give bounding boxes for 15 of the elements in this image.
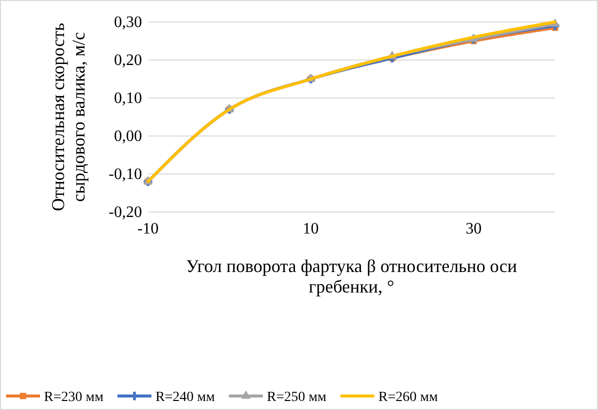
- x-axis-title: Угол поворота фартука β относительно оси гребенки, °: [186, 256, 518, 297]
- y-tick-label: -0,20: [108, 204, 142, 222]
- x-tick-label: 10: [302, 220, 319, 238]
- y-axis-title: Относительная скорость сырдового валика, м/с: [48, 22, 89, 212]
- y-tick-label: 0,20: [114, 52, 142, 70]
- x-tick-label: 30: [466, 220, 482, 238]
- legend-label: R=240 мм: [155, 390, 216, 405]
- legend-label: R=260 мм: [378, 390, 438, 405]
- y-tick-label: 0,00: [114, 128, 142, 146]
- y-tick-label: -0,10: [108, 166, 142, 184]
- y-tick-label: 0,30: [114, 14, 142, 32]
- x-tick-label: -10: [137, 220, 159, 238]
- legend-label: R=230 мм: [44, 390, 104, 405]
- y-tick-label: 0,10: [114, 90, 142, 108]
- legend-label: R=250 мм: [266, 390, 326, 405]
